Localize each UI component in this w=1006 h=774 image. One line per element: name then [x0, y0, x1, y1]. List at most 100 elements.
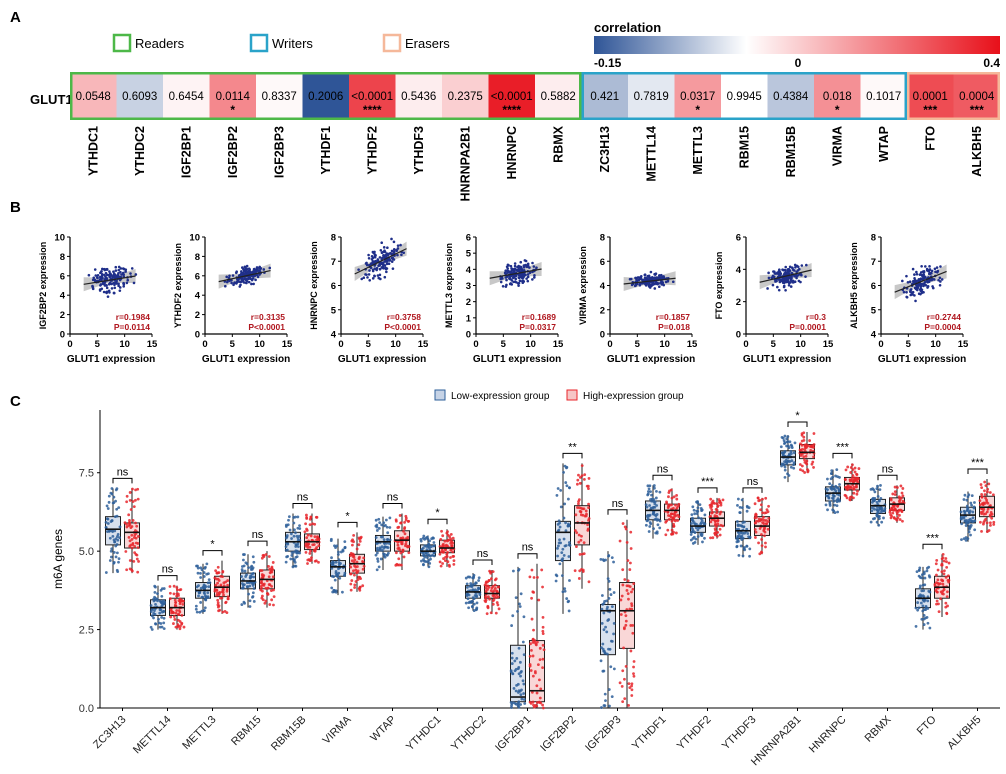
data-point — [259, 569, 262, 572]
data-point — [914, 606, 918, 610]
data-point — [782, 439, 786, 443]
heatmap-cell-hnrnpc: <0.0001**** — [488, 72, 535, 120]
heatmap-cell-fill — [488, 72, 535, 120]
scatter-point — [238, 274, 241, 277]
data-point — [901, 494, 905, 498]
data-point — [294, 515, 297, 519]
data-point — [262, 553, 266, 557]
r-label: r=0.3 — [806, 312, 826, 322]
data-point — [767, 516, 771, 520]
data-point — [491, 584, 495, 588]
scatter-point — [223, 284, 227, 288]
data-point — [132, 536, 136, 539]
scatter-point — [99, 271, 102, 275]
scatter-point — [377, 276, 381, 280]
data-point — [104, 526, 108, 529]
data-point — [113, 540, 117, 543]
data-point — [873, 516, 877, 520]
data-point — [935, 581, 938, 585]
scatter-point — [103, 273, 106, 277]
scatter-point — [924, 265, 927, 268]
data-point — [135, 553, 139, 557]
data-point — [875, 508, 879, 512]
data-point — [513, 669, 517, 673]
scatter-point — [645, 282, 648, 286]
data-point — [891, 511, 895, 515]
data-point — [844, 485, 847, 489]
scatter-point — [124, 268, 128, 271]
y-tick-label: 5 — [871, 305, 877, 316]
heatmap-cell-rbmx: 0.5882 — [535, 72, 582, 120]
scatter-point — [901, 279, 904, 283]
scatter-point — [395, 249, 398, 253]
data-point — [696, 528, 700, 532]
data-point — [396, 543, 400, 547]
data-point — [675, 506, 679, 510]
data-point — [213, 587, 217, 591]
data-point — [644, 523, 648, 527]
data-point — [177, 613, 181, 616]
scatter-point — [254, 278, 257, 282]
y-axis-label: IGF2BP2 expression — [38, 242, 48, 330]
data-point — [962, 498, 966, 501]
box-group-fto: ***FTO — [914, 532, 951, 738]
data-point — [873, 507, 876, 511]
scatter-point — [100, 287, 104, 291]
data-point — [532, 576, 536, 579]
data-point — [992, 520, 996, 524]
scatter-point — [360, 277, 364, 281]
data-point — [800, 464, 804, 468]
readers-legend-swatch — [112, 33, 132, 53]
scatter-point — [649, 270, 653, 274]
y-tick-label: 0 — [466, 330, 471, 341]
data-point — [877, 499, 881, 502]
data-point — [760, 544, 764, 548]
data-point — [790, 452, 793, 455]
data-point — [851, 474, 855, 477]
scatter-point — [105, 290, 108, 294]
data-point — [652, 498, 656, 501]
data-point — [577, 502, 580, 506]
data-point — [609, 593, 613, 596]
data-point — [128, 519, 131, 522]
data-point — [623, 578, 627, 581]
scatter-point — [87, 273, 91, 277]
x-tick-label: 10 — [795, 339, 806, 350]
data-point — [355, 560, 359, 564]
scatter-point — [533, 274, 536, 277]
data-point — [266, 586, 270, 590]
data-point — [883, 507, 887, 510]
data-point — [128, 559, 132, 562]
data-point — [343, 571, 347, 575]
scatter-point — [915, 272, 919, 276]
data-point — [672, 530, 675, 534]
significance-label: ns — [387, 492, 399, 504]
data-point — [522, 692, 526, 695]
data-point — [766, 527, 770, 531]
r-label: r=0.1689 — [522, 312, 557, 322]
data-point — [941, 556, 945, 560]
data-point — [264, 553, 268, 556]
data-point — [972, 506, 976, 510]
data-point — [944, 575, 948, 579]
scatter-point — [108, 291, 111, 294]
data-point — [646, 492, 650, 496]
data-point — [172, 584, 176, 588]
data-point — [491, 599, 495, 603]
data-point — [850, 495, 853, 499]
data-point — [510, 624, 513, 627]
scatter-point — [800, 264, 804, 267]
data-point — [696, 535, 700, 538]
data-point — [114, 555, 118, 559]
data-point — [831, 508, 835, 512]
data-point — [334, 589, 338, 593]
scatter-point — [522, 275, 526, 278]
data-point — [267, 555, 271, 558]
data-point — [177, 609, 181, 612]
data-point — [922, 589, 926, 593]
data-point — [719, 503, 723, 507]
scatter-point — [373, 274, 376, 278]
y-tick-label: 4 — [871, 330, 877, 341]
data-point — [960, 522, 964, 526]
scatter-point — [787, 268, 790, 271]
